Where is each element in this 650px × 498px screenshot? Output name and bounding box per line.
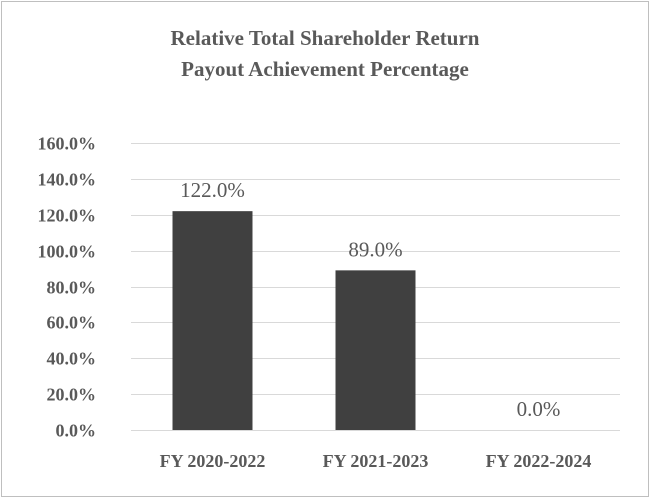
data-label: 0.0% xyxy=(517,397,561,421)
y-tick-label: 0.0% xyxy=(56,421,97,441)
y-tick-label: 120.0% xyxy=(38,206,97,226)
data-labels: 122.0% 89.0% 0.0% xyxy=(180,178,560,421)
bars xyxy=(172,211,416,430)
bar xyxy=(172,211,253,430)
y-tick-label: 40.0% xyxy=(47,349,97,369)
y-tick-label: 140.0% xyxy=(38,170,97,190)
chart-title-line-1: Relative Total Shareholder Return xyxy=(171,26,480,50)
x-category-label: FY 2020-2022 xyxy=(160,451,266,471)
y-tick-label: 20.0% xyxy=(47,385,97,405)
bar xyxy=(335,270,416,430)
y-tick-label: 160.0% xyxy=(38,134,97,154)
y-tick-label: 60.0% xyxy=(47,313,97,333)
y-tick-label: 100.0% xyxy=(38,242,97,262)
x-category-label: FY 2021-2023 xyxy=(323,451,429,471)
x-axis-categories: FY 2020-2022 FY 2021-2023 FY 2022-2024 xyxy=(160,451,592,471)
y-tick-label: 80.0% xyxy=(47,278,97,298)
x-category-label: FY 2022-2024 xyxy=(486,451,592,471)
data-label: 89.0% xyxy=(348,237,402,261)
y-axis-ticks: 0.0% 20.0% 40.0% 60.0% 80.0% 100.0% 120.0% 140.… xyxy=(38,134,97,441)
chart-title-line-2: Payout Achievement Percentage xyxy=(181,57,469,81)
data-label: 122.0% xyxy=(180,178,245,202)
